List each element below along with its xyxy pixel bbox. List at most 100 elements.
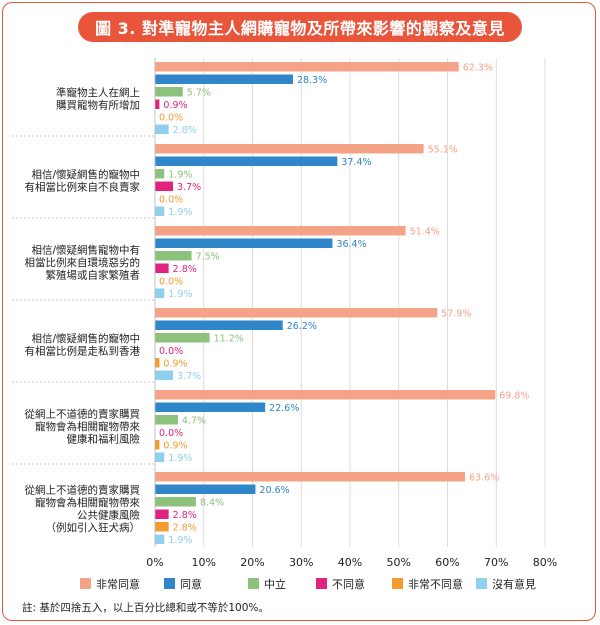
x-tick-label: 20% [240,556,264,569]
data-label: 1.9% [168,207,192,218]
bar-不同意 [155,181,174,191]
category-label: 有相當比例來自不良賣家 [25,180,141,193]
bar-非常同意 [155,226,406,236]
data-label: 28.3% [297,75,327,86]
bar-同意 [155,320,283,330]
bar-同意 [155,156,338,166]
bar-同意 [155,484,256,494]
data-label: 63.6% [469,472,499,483]
bar-非常不同意 [155,358,160,368]
x-tick-label: 50% [387,556,411,569]
x-tick-label: 0% [146,556,163,569]
data-label: 0.0% [159,194,183,205]
data-label: 0.0% [159,346,183,357]
legend-swatch [476,578,487,589]
data-label: 62.3% [463,62,493,73]
bar-非常同意 [155,62,459,72]
bar-不同意 [155,263,169,273]
data-label: 3.7% [177,371,201,382]
bar-沒有意見 [155,124,169,134]
bar-不同意 [155,509,169,519]
bar-沒有意見 [155,452,165,462]
footnote: 註: 基於四捨五入，以上百分比總和或不等於100%。 [22,602,269,614]
category-label: 寵物會為相關寵物帶來 [35,420,140,433]
bar-非常同意 [155,308,438,318]
legend-label: 非常不同意 [408,577,463,591]
data-label: 0.0% [159,428,183,439]
category-label: 從網上不道德的賣家購買 [25,483,141,496]
x-tick-label: 80% [533,556,557,569]
data-label: 55.1% [428,144,458,155]
x-tick-label: 60% [435,556,459,569]
data-label: 37.4% [341,157,371,168]
bar-中立 [155,415,178,425]
bar-沒有意見 [155,288,165,298]
bar-非常同意 [155,390,496,400]
data-label: 11.2% [214,333,244,344]
data-label: 0.9% [163,100,187,111]
legend-swatch [80,578,91,589]
data-label: 7.5% [196,251,220,262]
category-label: 繁殖場或自家繁殖者 [46,269,141,282]
data-label: 1.9% [168,535,192,546]
category-label: 有相當比例是走私到香港 [25,344,141,357]
bar-非常不同意 [155,440,160,450]
category-label: 相信/懷疑網售寵物中有 [31,244,140,257]
category-label: 相當比例來自環境惡劣的 [25,256,141,269]
x-tick-label: 70% [484,556,508,569]
data-label: 1.9% [168,169,192,180]
legend-swatch [392,578,403,589]
bar-同意 [155,74,293,84]
data-label: 2.8% [173,522,197,533]
category-label: 從網上不道德的賣家購買 [25,408,141,421]
category-label: （例如引入狂犬病） [46,521,141,534]
category-label: 相信/懷疑網售的寵物中 [31,168,140,181]
category-label: 寵物會為相關寵物帶來 [35,496,140,509]
bar-同意 [155,238,333,248]
chart-title: 圖 3. 對準寵物主人網購寵物及所帶來影響的觀察及意見 [78,12,522,42]
data-label: 1.9% [168,289,192,300]
data-label: 2.8% [173,264,197,275]
data-label: 36.4% [336,239,366,250]
legend-label: 不同意 [332,577,365,591]
data-label: 20.6% [259,485,289,496]
data-label: 2.8% [173,510,197,521]
data-label: 22.6% [269,403,299,414]
category-label: 相信/懷疑網售的寵物中 [31,332,140,345]
bar-同意 [155,402,266,412]
data-label: 4.7% [182,415,206,426]
data-label: 3.7% [177,182,201,193]
bar-不同意 [155,99,160,109]
data-label: 26.2% [287,321,317,332]
legend-swatch [316,578,327,589]
bar-非常同意 [155,144,424,154]
legend-label: 非常同意 [96,577,140,591]
category-label: 健康和福利風險 [67,433,141,446]
bar-沒有意見 [155,534,165,544]
bar-中立 [155,169,165,179]
legend-swatch [164,578,175,589]
data-label: 1.9% [168,453,192,464]
x-tick-label: 40% [338,556,362,569]
category-label: 公共健康風險 [77,508,140,521]
legend-label: 中立 [264,577,286,591]
data-label: 0.0% [159,276,183,287]
bar-中立 [155,251,192,261]
bar-非常不同意 [155,522,169,532]
data-label: 2.8% [173,125,197,136]
data-label: 5.7% [187,87,211,98]
x-tick-label: 30% [289,556,313,569]
bar-中立 [155,497,196,507]
legend-swatch [248,578,259,589]
bar-沒有意見 [155,206,165,216]
data-label: 8.4% [200,497,224,508]
bar-非常同意 [155,472,466,482]
data-label: 0.9% [163,440,187,451]
data-label: 0.9% [163,358,187,369]
legend-label: 同意 [180,577,202,591]
data-label: 51.4% [410,226,440,237]
x-tick-label: 10% [192,556,216,569]
legend-label: 沒有意見 [492,577,536,591]
bar-中立 [155,87,183,97]
